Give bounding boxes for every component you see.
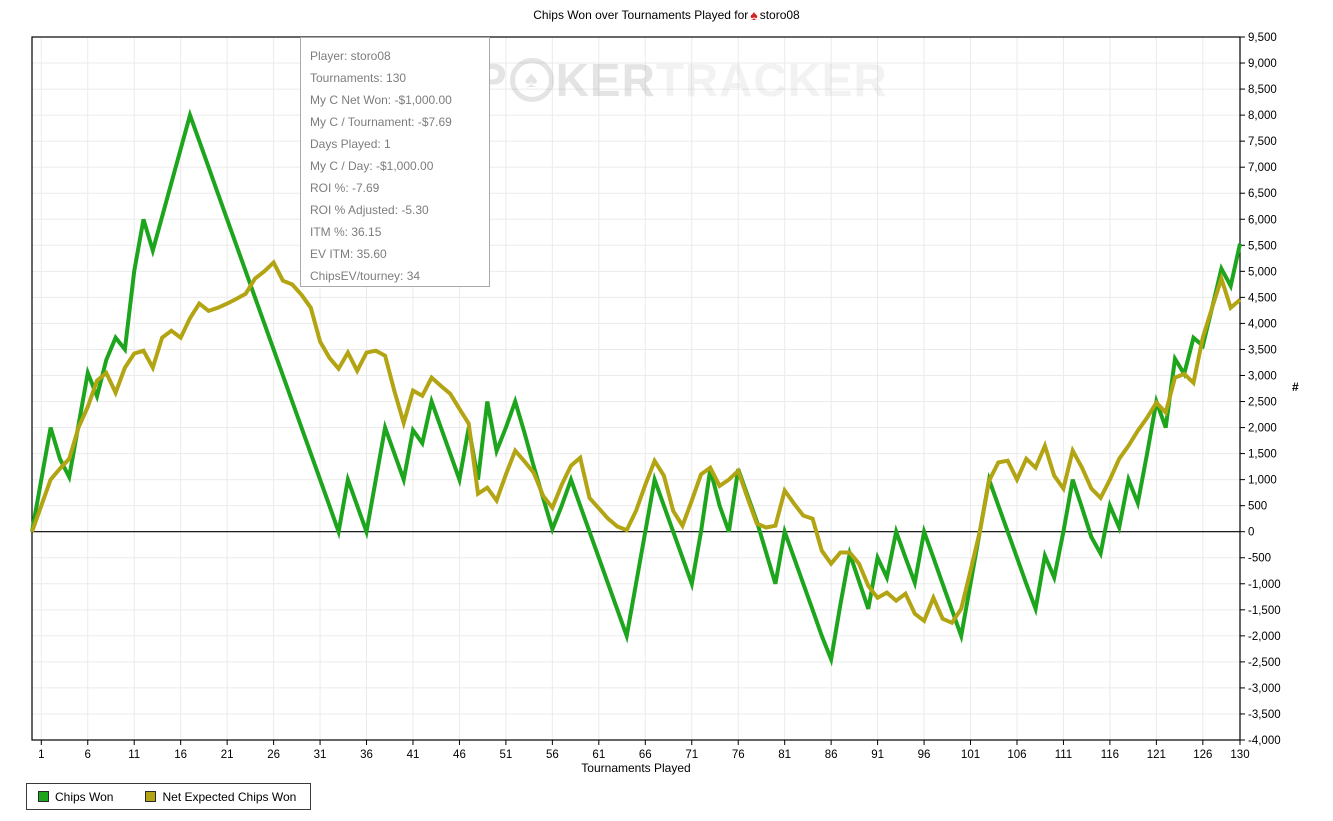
x-tick-label: 36 (360, 749, 373, 761)
y-tick-label: 1,500 (1248, 449, 1277, 461)
page-title-player: storo08 (759, 8, 800, 22)
y-tick-label: 5,500 (1248, 240, 1277, 252)
stats-tooltip: Player: storo08 Tournaments: 130 My C Net … (300, 37, 490, 287)
page-title: Chips Won over Tournaments Played for ♠ st… (0, 7, 1333, 23)
legend-item-chips-won: Chips Won (38, 790, 113, 804)
x-axis-title: Tournaments Played (581, 761, 691, 775)
legend-label: Chips Won (55, 789, 114, 804)
x-tick-label: 21 (221, 749, 234, 761)
x-tick-label: 81 (778, 749, 791, 761)
x-tick-label: 11 (128, 749, 140, 761)
x-tick-label: 51 (500, 749, 513, 761)
y-tick-label: -2,500 (1248, 657, 1281, 669)
net-expected-chips-won-line (30, 259, 1242, 626)
y-tick-label: 3,000 (1248, 370, 1277, 382)
y-tick-label: -3,500 (1248, 709, 1281, 721)
x-tick-label: 6 (85, 749, 91, 761)
tooltip-line: Days Played: 1 (310, 137, 391, 151)
tooltip-line: My C / Day: -$1,000.00 (310, 159, 434, 173)
x-tick-label: 96 (918, 749, 931, 761)
y-tick-label: 1,000 (1248, 475, 1277, 487)
x-tick-label: 76 (732, 749, 745, 761)
tooltip-line: Tournaments: 130 (310, 71, 407, 85)
x-tick-label: 46 (453, 749, 466, 761)
x-tick-label: 16 (174, 749, 187, 761)
x-tick-label: 121 (1147, 749, 1166, 761)
x-tick-label: 126 (1193, 749, 1212, 761)
x-tick-label: 116 (1101, 749, 1119, 761)
y-tick-label: 8,000 (1248, 110, 1277, 122)
y-tick-label: 7,500 (1248, 136, 1277, 148)
x-tick-label: 66 (639, 749, 652, 761)
y-tick-label: 8,500 (1248, 84, 1277, 96)
x-tick-label: 41 (407, 749, 420, 761)
tooltip-line: ITM %: 36.15 (310, 225, 382, 239)
x-tick-label: 101 (961, 749, 980, 761)
tooltip-line: ChipsEV/tourney: 34 (310, 269, 421, 283)
x-tick-label: 26 (267, 749, 280, 761)
tooltip-line: ROI %: -7.69 (310, 181, 380, 195)
legend-label: Net Expected Chips Won (162, 789, 297, 804)
plot-border (31, 36, 1241, 741)
red-spade-icon: ♠ (750, 7, 758, 23)
y-tick-label: 0 (1248, 527, 1254, 539)
y-tick-label: -1,000 (1248, 579, 1281, 591)
y-tick-label: 7,000 (1248, 162, 1277, 174)
y-tick-label: 9,000 (1248, 58, 1277, 70)
y-tick-label: 9,500 (1248, 32, 1277, 44)
x-tick-label: 91 (871, 749, 884, 761)
y-tick-label: 2,500 (1248, 397, 1277, 409)
y-tick-label: -3,000 (1248, 683, 1281, 695)
x-tick-label: 106 (1007, 749, 1026, 761)
y-tick-label: 6,000 (1248, 214, 1277, 226)
y-tick-label: 3,500 (1248, 344, 1277, 356)
y-tick-label: 5,000 (1248, 266, 1277, 278)
y-tick-label: -4,000 (1248, 735, 1281, 747)
x-tick-label: 111 (1055, 749, 1072, 761)
x-tick-label: 1 (38, 749, 44, 761)
x-tick-label: 61 (592, 749, 605, 761)
x-tick-label: 71 (685, 749, 698, 761)
tooltip-line: My C Net Won: -$1,000.00 (310, 93, 452, 107)
chips-won-line (30, 108, 1242, 667)
legend-swatch-icon (145, 791, 157, 802)
tooltip-line: ROI % Adjusted: -5.30 (310, 203, 429, 217)
y-tick-label: 4,500 (1248, 292, 1277, 304)
y-tick-label: 4,000 (1248, 318, 1277, 330)
page-title-text: Chips Won over Tournaments Played for (533, 8, 749, 22)
y-tick-label: 500 (1248, 501, 1267, 513)
tooltip-line: EV ITM: 35.60 (310, 247, 387, 261)
y-axis-title: # (1292, 380, 1299, 394)
x-tick-label: 86 (825, 749, 838, 761)
x-tick-label: 31 (314, 749, 327, 761)
y-tick-label: -1,500 (1248, 605, 1281, 617)
x-tick-label: 130 (1230, 749, 1249, 761)
legend-item-net-expected-chips-won: Net Expected Chips Won (145, 790, 296, 804)
legend: Chips Won Net Expected Chips Won (26, 783, 312, 810)
tooltip-line: My C / Tournament: -$7.69 (310, 115, 452, 129)
y-tick-label: -500 (1248, 553, 1271, 565)
y-tick-label: -2,000 (1248, 631, 1281, 643)
x-tick-label: 56 (546, 749, 559, 761)
y-tick-label: 6,500 (1248, 188, 1277, 200)
y-tick-label: 2,000 (1248, 423, 1277, 435)
tooltip-line: Player: storo08 (310, 49, 391, 63)
legend-swatch-icon (38, 791, 49, 802)
